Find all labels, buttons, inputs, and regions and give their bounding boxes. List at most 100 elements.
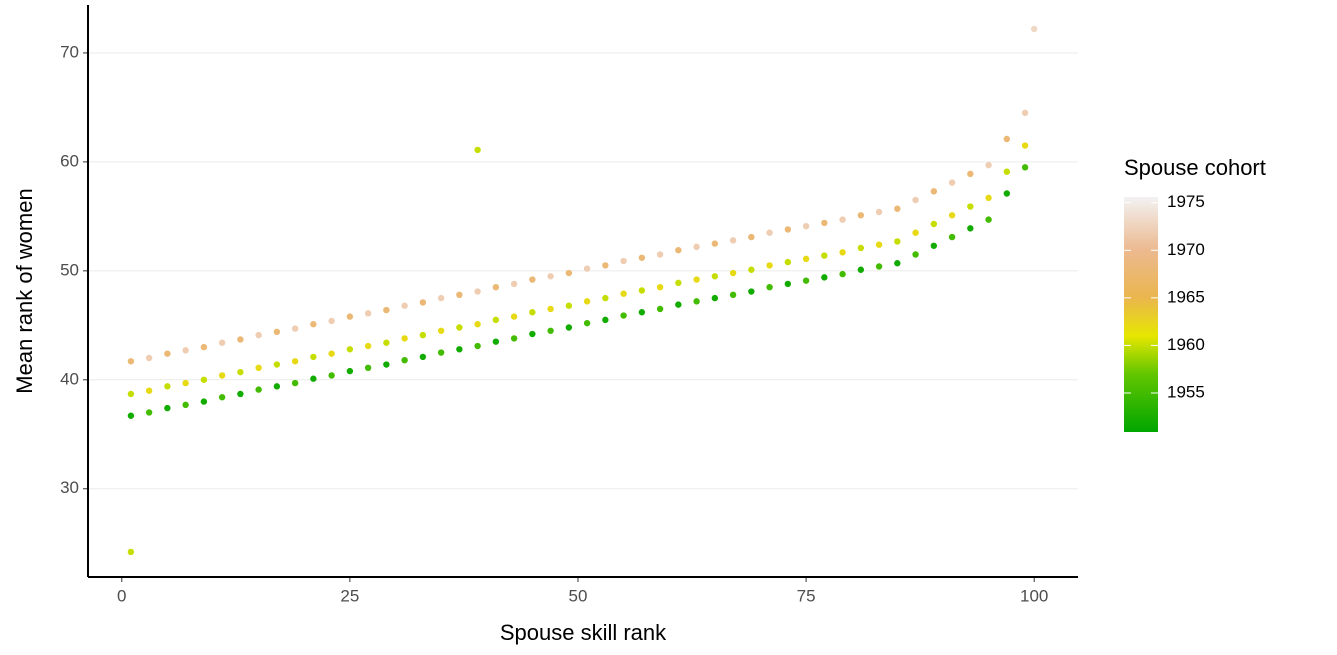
x-axis-title: Spouse skill rank: [500, 620, 667, 645]
point: [547, 327, 554, 334]
point: [529, 309, 536, 316]
point: [474, 288, 481, 295]
point: [948, 179, 956, 186]
point: [565, 324, 573, 331]
point: [894, 205, 901, 212]
point: [145, 409, 153, 416]
point: [291, 325, 299, 332]
point: [200, 398, 208, 405]
point: [675, 279, 682, 287]
point: [255, 386, 262, 393]
point: [291, 379, 299, 387]
point: [656, 251, 664, 258]
point: [894, 260, 901, 267]
point: [218, 372, 226, 379]
point: [857, 266, 865, 273]
point: [693, 276, 700, 283]
point: [711, 240, 719, 247]
point: [127, 358, 135, 365]
point: [638, 254, 646, 261]
x-tick-label: 0: [117, 586, 126, 605]
point: [693, 243, 700, 251]
point: [456, 324, 463, 331]
legend-label: 1960: [1167, 335, 1205, 354]
point: [164, 350, 171, 357]
point: [784, 226, 792, 233]
point: [474, 342, 481, 350]
point: [364, 364, 372, 372]
point: [766, 229, 773, 236]
point: [638, 309, 646, 316]
point: [1021, 142, 1029, 149]
point: [492, 316, 500, 324]
legend-label: 1965: [1167, 287, 1205, 306]
point: [638, 287, 646, 294]
point: [839, 270, 846, 278]
point: [602, 262, 609, 269]
point: [821, 219, 828, 227]
point: [273, 383, 281, 390]
point: [383, 361, 390, 368]
legend-label: 1955: [1167, 382, 1205, 401]
point: [182, 379, 189, 387]
point: [200, 343, 208, 351]
point: [328, 372, 335, 379]
point: [894, 238, 901, 245]
y-axis-title: Mean rank of women: [12, 188, 37, 393]
point: [1021, 164, 1029, 171]
point: [930, 188, 938, 195]
point: [748, 288, 755, 295]
point: [328, 350, 335, 357]
point: [474, 146, 481, 154]
point: [857, 244, 865, 252]
point: [164, 383, 171, 390]
y-tick-label: 30: [60, 478, 79, 497]
point: [857, 212, 865, 219]
point: [127, 390, 135, 398]
point: [145, 387, 153, 394]
point: [255, 364, 262, 372]
point: [693, 298, 700, 305]
point: [474, 321, 481, 328]
legend-label: 1970: [1167, 240, 1205, 259]
point: [948, 233, 956, 241]
point: [784, 258, 792, 266]
point: [1003, 190, 1011, 197]
x-tick-label: 100: [1020, 586, 1048, 605]
point: [565, 269, 573, 277]
point: [1031, 25, 1038, 33]
point: [383, 339, 390, 346]
point: [346, 346, 354, 353]
point: [1003, 135, 1011, 143]
point: [802, 222, 810, 230]
point: [529, 330, 536, 338]
point: [656, 283, 664, 291]
point: [729, 269, 737, 277]
y-tick-label: 50: [60, 260, 79, 279]
point: [675, 246, 682, 254]
point: [200, 376, 208, 383]
point: [164, 404, 171, 412]
point: [875, 241, 883, 248]
point: [748, 233, 755, 241]
point: [310, 375, 317, 382]
y-tick-label: 40: [60, 369, 79, 388]
point: [602, 316, 609, 324]
point: [948, 212, 956, 219]
point: [1003, 168, 1011, 175]
point: [711, 273, 719, 280]
point: [419, 353, 427, 361]
point: [711, 294, 719, 302]
legend-label: 1975: [1167, 192, 1205, 211]
point: [912, 229, 919, 236]
point: [821, 252, 828, 259]
point: [529, 276, 536, 283]
point: [492, 338, 500, 345]
point: [273, 361, 281, 368]
point: [364, 342, 372, 350]
point: [273, 328, 281, 336]
point: [310, 353, 317, 361]
point: [492, 283, 500, 291]
point: [565, 302, 573, 309]
point: [346, 367, 354, 375]
